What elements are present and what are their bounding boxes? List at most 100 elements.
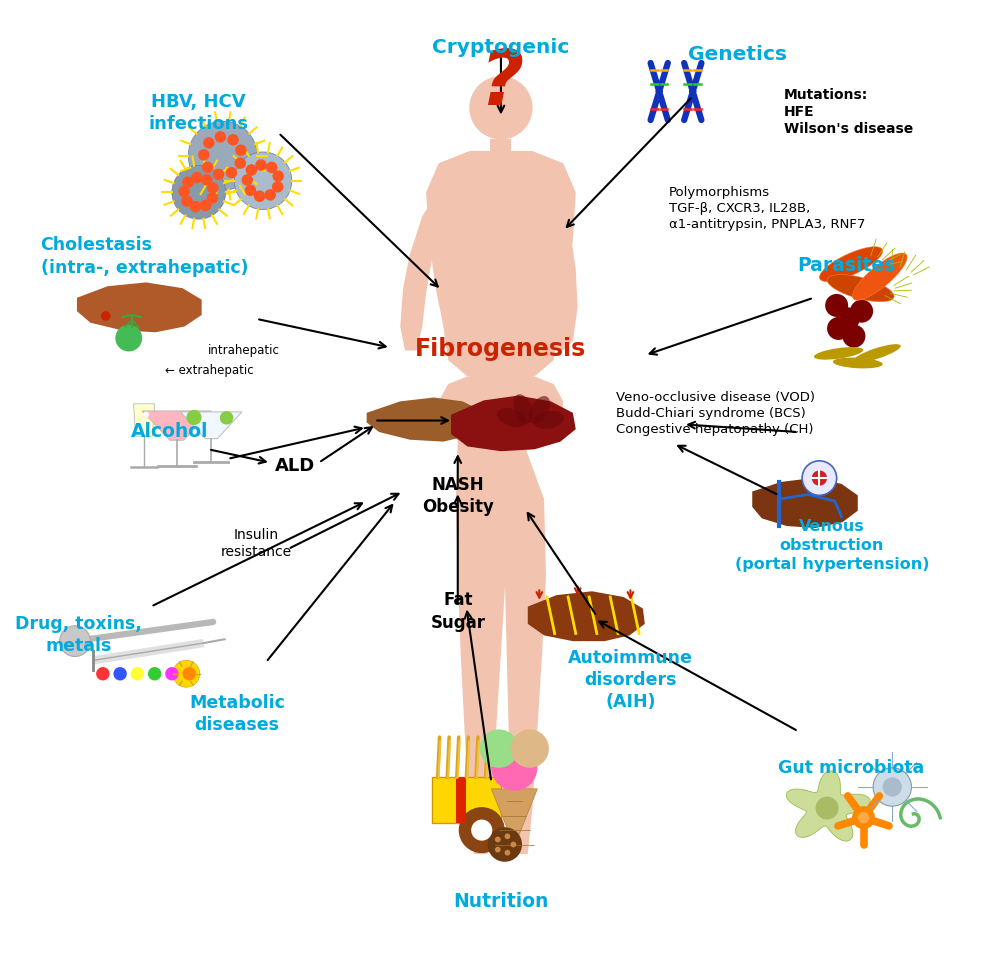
Text: Fibrogenesis: Fibrogenesis — [415, 336, 587, 360]
Circle shape — [850, 301, 873, 323]
Circle shape — [200, 201, 211, 212]
Circle shape — [186, 410, 202, 426]
Circle shape — [226, 168, 237, 180]
Circle shape — [488, 827, 522, 862]
Circle shape — [265, 190, 276, 202]
Circle shape — [215, 132, 226, 143]
Circle shape — [60, 627, 90, 656]
Circle shape — [198, 150, 210, 161]
Ellipse shape — [513, 395, 533, 424]
Text: Drug, toxins,
metals: Drug, toxins, metals — [15, 615, 142, 654]
Polygon shape — [142, 411, 211, 441]
Circle shape — [858, 812, 869, 824]
Text: Mutations:
HFE
Wilson's disease: Mutations: HFE Wilson's disease — [784, 87, 913, 136]
Circle shape — [802, 461, 837, 496]
Circle shape — [227, 135, 239, 146]
Polygon shape — [528, 592, 645, 642]
FancyBboxPatch shape — [456, 777, 466, 824]
Polygon shape — [490, 139, 511, 152]
Circle shape — [471, 820, 492, 841]
Circle shape — [491, 745, 537, 791]
Circle shape — [459, 807, 505, 853]
Circle shape — [825, 295, 848, 317]
Polygon shape — [426, 152, 576, 380]
Circle shape — [689, 88, 697, 96]
Circle shape — [182, 177, 194, 188]
Ellipse shape — [853, 254, 907, 301]
FancyBboxPatch shape — [432, 777, 501, 824]
Circle shape — [816, 797, 839, 820]
Text: Gut microbiota: Gut microbiota — [778, 758, 924, 776]
Text: Venous
obstruction
(portal hypertension): Venous obstruction (portal hypertension) — [735, 519, 929, 571]
Circle shape — [254, 191, 265, 203]
Circle shape — [172, 166, 226, 220]
Ellipse shape — [853, 345, 901, 363]
Polygon shape — [493, 439, 546, 854]
Circle shape — [266, 162, 277, 174]
Circle shape — [272, 182, 283, 193]
Circle shape — [96, 667, 110, 680]
Circle shape — [203, 138, 215, 150]
Circle shape — [246, 165, 257, 177]
Ellipse shape — [827, 275, 894, 303]
Ellipse shape — [833, 358, 883, 369]
Circle shape — [139, 423, 145, 429]
Text: intrahepatic: intrahepatic — [208, 344, 280, 357]
Text: HBV, HCV
infections: HBV, HCV infections — [149, 92, 249, 133]
Text: ← extrahepatic: ← extrahepatic — [165, 364, 254, 377]
Text: Nutrition: Nutrition — [453, 891, 549, 910]
Text: Alcohol: Alcohol — [131, 421, 209, 440]
Circle shape — [191, 173, 203, 185]
Ellipse shape — [497, 408, 526, 428]
Text: Metabolic
diseases: Metabolic diseases — [189, 693, 285, 733]
Polygon shape — [532, 152, 578, 351]
Circle shape — [235, 145, 247, 157]
Circle shape — [173, 660, 200, 687]
Polygon shape — [134, 405, 155, 436]
Circle shape — [883, 777, 902, 797]
Polygon shape — [786, 771, 870, 841]
Circle shape — [148, 667, 161, 680]
Text: Cryptogenic: Cryptogenic — [432, 37, 570, 57]
Text: ?: ? — [479, 47, 523, 121]
Circle shape — [182, 667, 196, 680]
Circle shape — [812, 471, 827, 486]
Circle shape — [495, 847, 501, 852]
Polygon shape — [451, 396, 576, 452]
Circle shape — [115, 325, 142, 352]
Circle shape — [207, 183, 219, 194]
Circle shape — [131, 667, 144, 680]
Circle shape — [234, 153, 292, 210]
Circle shape — [837, 308, 860, 331]
Polygon shape — [439, 377, 563, 439]
Polygon shape — [181, 412, 242, 439]
Ellipse shape — [529, 397, 550, 425]
Circle shape — [655, 88, 663, 96]
Ellipse shape — [533, 411, 564, 430]
Circle shape — [511, 729, 549, 768]
Circle shape — [241, 175, 253, 186]
Circle shape — [505, 833, 510, 839]
Text: Insulin
resistance: Insulin resistance — [221, 528, 292, 558]
Text: Parasites: Parasites — [797, 256, 895, 274]
Polygon shape — [491, 789, 537, 847]
Circle shape — [165, 667, 179, 680]
Circle shape — [511, 842, 516, 848]
Text: NASH
Obesity: NASH Obesity — [422, 476, 494, 516]
Circle shape — [495, 837, 501, 843]
Circle shape — [201, 175, 213, 186]
Circle shape — [827, 317, 850, 340]
Text: Cholestasis
(intra-, extrahepatic): Cholestasis (intra-, extrahepatic) — [41, 236, 248, 277]
Ellipse shape — [819, 248, 883, 283]
Circle shape — [255, 160, 267, 172]
Ellipse shape — [814, 348, 863, 360]
Polygon shape — [752, 479, 858, 529]
Circle shape — [842, 325, 865, 348]
Polygon shape — [400, 152, 470, 351]
Polygon shape — [367, 398, 484, 442]
Text: Veno-occlusive disease (VOD)
Budd-Chiari syndrome (BCS)
Congestive hepatopathy (: Veno-occlusive disease (VOD) Budd-Chiari… — [616, 390, 815, 435]
Polygon shape — [456, 439, 509, 854]
Circle shape — [213, 169, 224, 181]
Polygon shape — [77, 283, 202, 333]
Circle shape — [190, 202, 201, 213]
